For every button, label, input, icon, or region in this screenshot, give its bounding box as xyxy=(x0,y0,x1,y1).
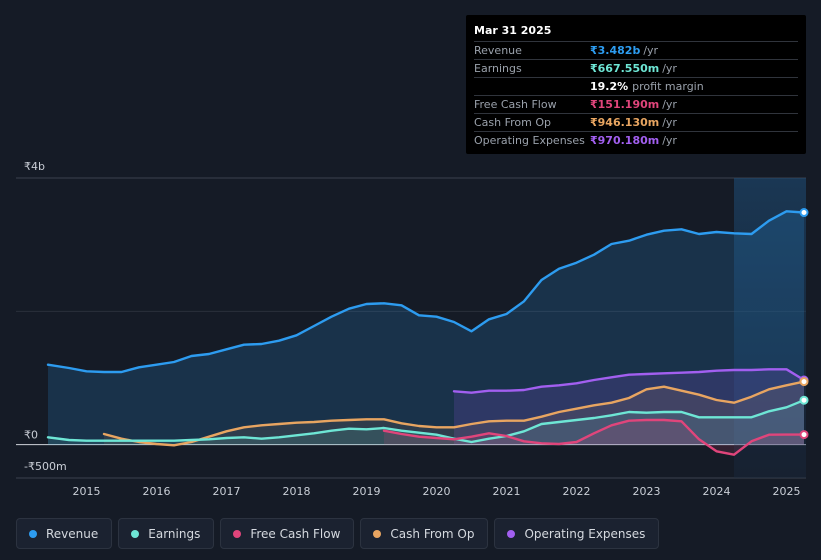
legend-item-cash-from-op[interactable]: Cash From Op xyxy=(360,518,489,549)
gridlines xyxy=(16,177,806,479)
revenue-dot-icon xyxy=(29,529,37,538)
free-cash-flow-line xyxy=(382,418,806,456)
legend-label: Earnings xyxy=(148,526,201,541)
legend: Revenue Earnings Free Cash Flow Cash Fro… xyxy=(16,518,660,549)
x-tick-label: 2016 xyxy=(143,485,171,498)
tooltip-unit: /yr xyxy=(662,98,677,111)
legend-item-free-cash-flow[interactable]: Free Cash Flow xyxy=(220,518,355,549)
legend-label: Free Cash Flow xyxy=(250,526,341,541)
profit-margin-label: profit margin xyxy=(632,80,704,93)
x-tick-label: 2019 xyxy=(353,485,381,498)
revenue-line xyxy=(46,210,806,374)
tooltip-date: Mar 31 2025 xyxy=(474,23,798,42)
tooltip-value: ₹667.550m xyxy=(590,62,660,75)
tooltip-row-cfo: Cash From Op ₹946.130m /yr xyxy=(474,114,798,132)
tooltip-unit: /yr xyxy=(662,62,677,75)
tooltip-row-fcf: Free Cash Flow ₹151.190m /yr xyxy=(474,96,798,114)
operating-expenses-dot-icon xyxy=(507,529,516,538)
tooltip-panel: Mar 31 2025 Revenue ₹3.482b /yr Earnings… xyxy=(466,15,806,154)
legend-label: Operating Expenses xyxy=(524,526,646,541)
highlight-band xyxy=(734,178,806,478)
operating-expenses-line xyxy=(452,368,806,394)
tooltip-row-margin: 19.2% profit margin xyxy=(474,78,798,96)
tooltip-value: ₹3.482b xyxy=(590,44,641,57)
x-tick-label: 2022 xyxy=(563,485,591,498)
series-group xyxy=(46,208,809,456)
tooltip-value: ₹946.130m xyxy=(590,116,660,129)
tooltip-unit: /yr xyxy=(643,44,659,57)
free-cash-flow-dot-icon xyxy=(233,529,242,538)
y-tick-label: -₹500m xyxy=(24,460,67,473)
tooltip-value: ₹151.190m xyxy=(590,98,660,111)
earnings-dot-icon xyxy=(131,529,140,538)
x-tick-label: 2018 xyxy=(283,485,311,498)
operating-expenses-area xyxy=(454,369,804,445)
free-cash-flow-end-point xyxy=(799,430,809,440)
revenue-area xyxy=(48,211,804,445)
tooltip-unit: /yr xyxy=(662,116,677,129)
axis-ticks: ₹4b ₹0 -₹500m 2015 2016 2017 2018 2019 2020 2021 2… xyxy=(24,160,801,498)
tooltip-value: ₹970.180m xyxy=(590,134,660,147)
y-tick-label: ₹4b xyxy=(24,160,45,173)
x-tick-label: 2021 xyxy=(493,485,521,498)
cash-from-op-line xyxy=(102,380,806,447)
tooltip-label: Cash From Op xyxy=(474,116,552,129)
x-tick-label: 2025 xyxy=(773,485,801,498)
x-tick-label: 2017 xyxy=(213,485,241,498)
free-cash-flow-area xyxy=(384,420,804,455)
legend-label: Revenue xyxy=(46,526,99,541)
tooltip-row-revenue: Revenue ₹3.482b /yr xyxy=(474,42,798,60)
legend-label: Cash From Op xyxy=(390,526,475,541)
y-tick-label: ₹0 xyxy=(24,429,38,442)
x-tick-label: 2015 xyxy=(73,485,101,498)
x-tick-label: 2024 xyxy=(703,485,731,498)
cash-from-op-dot-icon xyxy=(373,529,382,538)
tooltip-label: Free Cash Flow xyxy=(474,98,557,111)
legend-item-earnings[interactable]: Earnings xyxy=(118,518,215,549)
tooltip-label: Earnings xyxy=(474,62,522,75)
legend-item-operating-expenses[interactable]: Operating Expenses xyxy=(494,518,660,549)
revenue-end-point xyxy=(799,208,809,218)
x-tick-label: 2023 xyxy=(633,485,661,498)
tooltip-row-earnings: Earnings ₹667.550m /yr xyxy=(474,60,798,78)
cash-from-op-area xyxy=(104,381,804,446)
legend-item-revenue[interactable]: Revenue xyxy=(16,518,113,549)
cash-from-op-end-point xyxy=(799,377,809,387)
earnings-line xyxy=(46,399,806,444)
chart-area: ₹4b ₹0 -₹500m 2015 2016 2017 2018 2019 2020 2021 2… xyxy=(16,160,809,498)
earnings-end-point xyxy=(799,395,809,405)
tooltip-label: Revenue xyxy=(474,44,522,57)
earnings-area xyxy=(48,400,804,445)
x-tick-label: 2020 xyxy=(423,485,451,498)
tooltip-row-opex: Operating Expenses ₹970.180m /yr xyxy=(474,132,798,149)
tooltip-label: Operating Expenses xyxy=(474,134,585,147)
profit-margin-value: 19.2% xyxy=(590,80,629,93)
highlight-band-rect xyxy=(734,178,806,478)
tooltip-unit: /yr xyxy=(662,134,677,147)
